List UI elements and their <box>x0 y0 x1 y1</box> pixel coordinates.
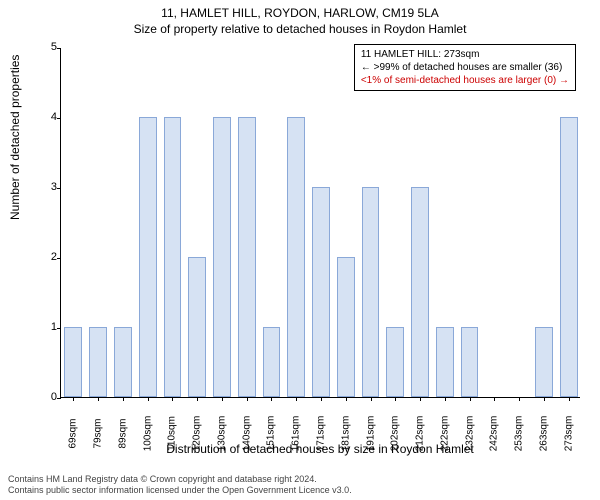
x-tick-label: 140sqm <box>241 414 252 454</box>
chart-subtitle: Size of property relative to detached ho… <box>0 20 600 36</box>
x-tick-label: 151sqm <box>266 414 277 454</box>
chart-plot-area: 01234569sqm79sqm89sqm100sqm110sqm120sqm1… <box>60 48 580 398</box>
x-tick-label: 100sqm <box>142 414 153 454</box>
bar <box>386 327 404 397</box>
x-tick-label: 232sqm <box>464 414 475 454</box>
x-tick-label: 242sqm <box>489 414 500 454</box>
x-tick-mark <box>519 397 520 401</box>
y-axis-label: Number of detached properties <box>8 55 22 220</box>
x-tick-label: 212sqm <box>415 414 426 454</box>
x-tick-mark <box>271 397 272 401</box>
x-tick-mark <box>197 397 198 401</box>
x-tick-mark <box>395 397 396 401</box>
x-tick-label: 130sqm <box>216 414 227 454</box>
bar <box>238 117 256 397</box>
x-tick-label: 110sqm <box>167 414 178 454</box>
bar <box>188 257 206 397</box>
x-tick-label: 222sqm <box>439 414 450 454</box>
bar <box>164 117 182 397</box>
annotation-line1: 11 HAMLET HILL: 273sqm <box>361 48 569 61</box>
bar <box>461 327 479 397</box>
bar <box>114 327 132 397</box>
bar <box>89 327 107 397</box>
y-tick-label: 3 <box>41 181 57 193</box>
x-tick-mark <box>148 397 149 401</box>
bar <box>560 117 578 397</box>
bar <box>312 187 330 397</box>
x-tick-mark <box>494 397 495 401</box>
x-tick-mark <box>445 397 446 401</box>
y-tick-label: 4 <box>41 111 57 123</box>
bar <box>535 327 553 397</box>
y-tick-label: 5 <box>41 41 57 53</box>
y-tick-mark <box>57 48 61 49</box>
footer-line2: Contains public sector information licen… <box>8 485 352 496</box>
bar <box>64 327 82 397</box>
annotation-box: 11 HAMLET HILL: 273sqm ← >99% of detache… <box>354 44 576 91</box>
annotation-line2: ← >99% of detached houses are smaller (3… <box>361 61 569 74</box>
bar <box>436 327 454 397</box>
x-tick-mark <box>296 397 297 401</box>
bar <box>287 117 305 397</box>
x-tick-mark <box>371 397 372 401</box>
x-tick-mark <box>544 397 545 401</box>
x-tick-label: 253sqm <box>514 414 525 454</box>
x-tick-mark <box>123 397 124 401</box>
bar <box>337 257 355 397</box>
y-tick-mark <box>57 258 61 259</box>
y-tick-mark <box>57 328 61 329</box>
y-tick-mark <box>57 188 61 189</box>
bar <box>263 327 281 397</box>
x-tick-mark <box>346 397 347 401</box>
y-tick-label: 2 <box>41 251 57 263</box>
y-tick-label: 1 <box>41 321 57 333</box>
footer-attribution: Contains HM Land Registry data © Crown c… <box>8 474 352 496</box>
bar <box>139 117 157 397</box>
x-tick-label: 191sqm <box>365 414 376 454</box>
bar <box>362 187 380 397</box>
plot-box: 01234569sqm79sqm89sqm100sqm110sqm120sqm1… <box>60 48 580 398</box>
x-tick-mark <box>470 397 471 401</box>
x-tick-mark <box>247 397 248 401</box>
x-tick-mark <box>321 397 322 401</box>
bar <box>213 117 231 397</box>
x-tick-label: 79sqm <box>93 414 104 454</box>
x-tick-label: 202sqm <box>390 414 401 454</box>
chart-title: 11, HAMLET HILL, ROYDON, HARLOW, CM19 5L… <box>0 0 600 20</box>
x-tick-mark <box>420 397 421 401</box>
x-tick-mark <box>222 397 223 401</box>
x-tick-mark <box>98 397 99 401</box>
y-tick-mark <box>57 118 61 119</box>
x-tick-label: 161sqm <box>291 414 302 454</box>
y-tick-mark <box>57 398 61 399</box>
footer-line1: Contains HM Land Registry data © Crown c… <box>8 474 352 485</box>
x-tick-label: 263sqm <box>538 414 549 454</box>
x-tick-label: 273sqm <box>563 414 574 454</box>
y-tick-label: 0 <box>41 391 57 403</box>
x-tick-label: 120sqm <box>192 414 203 454</box>
x-tick-label: 89sqm <box>117 414 128 454</box>
x-tick-label: 69sqm <box>68 414 79 454</box>
x-tick-mark <box>172 397 173 401</box>
annotation-line3: <1% of semi-detached houses are larger (… <box>361 74 569 87</box>
x-tick-label: 171sqm <box>316 414 327 454</box>
x-tick-mark <box>73 397 74 401</box>
x-tick-mark <box>569 397 570 401</box>
bar <box>411 187 429 397</box>
x-tick-label: 181sqm <box>340 414 351 454</box>
